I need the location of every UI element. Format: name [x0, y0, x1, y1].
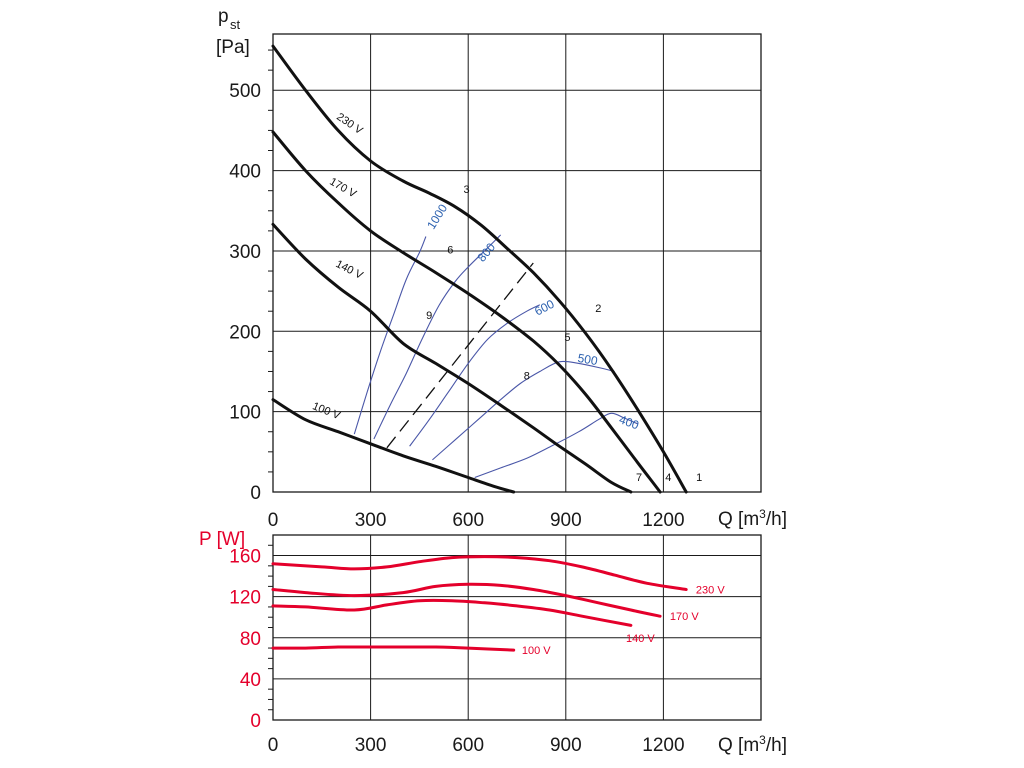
speed-rpm-label: 600 [532, 297, 557, 319]
power-x-tick-label: 900 [550, 735, 582, 756]
power-curve-label: 140 V [626, 633, 655, 645]
operating-point-label: 3 [464, 184, 470, 196]
pressure-x-axis-label: Q [m3/h] [718, 507, 787, 530]
pressure-axis-unit: [Pa] [216, 37, 250, 58]
power-curve-label: 170 V [670, 611, 699, 623]
pressure-curve [271, 398, 516, 494]
pressure-y-tick-label: 0 [250, 483, 261, 504]
pressure-x-tick-label: 1200 [642, 510, 684, 531]
power-curve [271, 645, 516, 652]
pressure-axis-subscript: st [230, 17, 241, 32]
pressure-y-ticks: 0 100 200 300 400 500 [229, 81, 261, 504]
power-y-ticks: 0 40 80 120 160 [229, 547, 261, 732]
pressure-y-tick-label: 100 [229, 403, 261, 424]
pressure-y-tick-label: 200 [229, 322, 261, 343]
power-x-tick-label: 0 [268, 735, 279, 756]
operating-point-label: 8 [524, 371, 530, 383]
power-curve-label: 230 V [696, 584, 725, 596]
power-y-tick-label: 80 [240, 629, 261, 650]
pressure-x-tick-label: 300 [355, 510, 387, 531]
operating-point-label: 1 [696, 472, 702, 484]
pressure-curve [271, 44, 688, 494]
pressure-curve [271, 130, 662, 494]
pressure-y-tick-label: 300 [229, 242, 261, 263]
power-chart-grid [268, 535, 761, 720]
operating-point-label: 7 [636, 472, 642, 484]
speed-isoline [373, 234, 502, 440]
speed-rpm-label: 1000 [424, 201, 450, 231]
pressure-x-ticks: 0 300 600 900 1200 [268, 510, 685, 531]
speed-isoline [474, 412, 638, 479]
voltage-curve-label: 140 V [334, 258, 366, 282]
pressure-curves [271, 44, 688, 494]
pressure-axis-label: p [218, 6, 229, 27]
pressure-y-tick-label: 500 [229, 81, 261, 102]
speed-rpm-label: 500 [577, 351, 599, 368]
operating-point-label: 6 [447, 244, 453, 256]
power-curve-labels: 230 V 170 V 140 V 100 V [522, 584, 725, 657]
speed-rpm-label: 800 [474, 240, 498, 265]
power-chart-frame [272, 534, 762, 721]
pressure-curve [271, 222, 633, 494]
power-y-tick-label: 40 [240, 670, 261, 691]
speed-isoline [353, 236, 427, 435]
speed-isolines [353, 234, 638, 479]
power-axis-label: P [W] [199, 529, 245, 550]
operating-point-label: 9 [426, 310, 432, 322]
operating-point-label: 2 [595, 303, 601, 315]
speed-rpm-label: 400 [617, 412, 641, 432]
operating-point-label: 4 [665, 472, 671, 484]
pressure-x-tick-label: 0 [268, 510, 279, 531]
pressure-y-tick-label: 400 [229, 162, 261, 183]
speed-isoline [409, 304, 541, 447]
power-x-tick-label: 1200 [642, 735, 684, 756]
power-x-tick-label: 300 [355, 735, 387, 756]
power-curve [271, 582, 662, 618]
voltage-curve-label: 100 V [311, 400, 343, 422]
pressure-x-tick-label: 600 [452, 510, 484, 531]
power-y-tick-label: 0 [250, 711, 261, 732]
pressure-x-tick-label: 900 [550, 510, 582, 531]
pressure-chart-frame [272, 33, 762, 493]
power-curve-label: 100 V [522, 645, 551, 657]
power-x-ticks: 0 300 600 900 1200 [268, 735, 685, 756]
power-x-axis-label: Q [m3/h] [718, 733, 787, 756]
power-y-tick-label: 160 [229, 547, 261, 568]
power-x-tick-label: 600 [452, 735, 484, 756]
power-curve [271, 555, 688, 591]
power-curve [271, 598, 633, 627]
operating-point-label: 5 [564, 332, 570, 344]
speed-isoline [432, 360, 615, 461]
power-y-tick-label: 120 [229, 588, 261, 609]
system-dashed-line [386, 262, 534, 449]
power-curves [271, 555, 688, 652]
